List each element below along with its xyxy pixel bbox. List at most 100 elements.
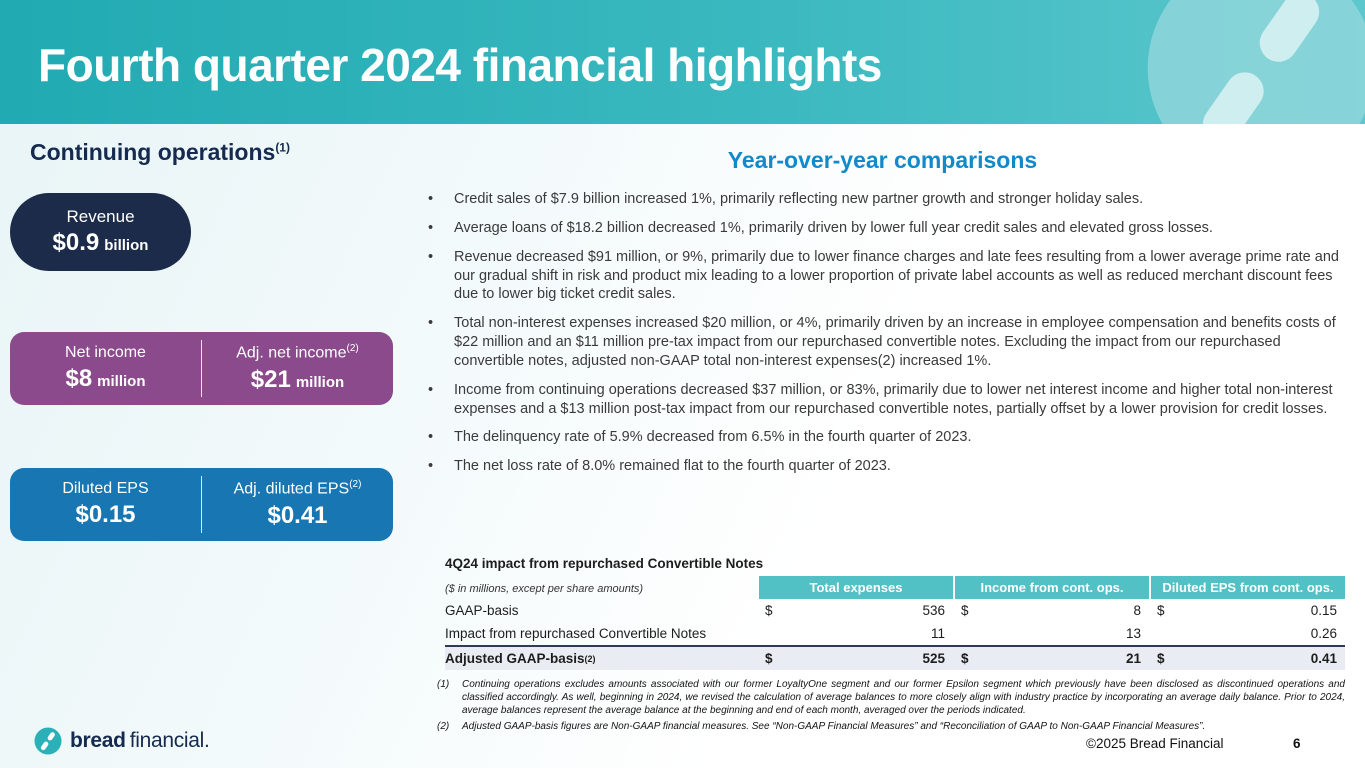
table-title: 4Q24 impact from repurchased Convertible… xyxy=(445,556,764,571)
bullet-text: The net loss rate of 8.0% remained flat … xyxy=(454,458,891,475)
adj-diluted-eps-label: Adj. diluted EPS(2) xyxy=(234,479,362,498)
footnote-number: (1) xyxy=(437,679,450,690)
dollar-sign: $ xyxy=(765,603,773,618)
bullet-text: The delinquency rate of 5.9% decreased f… xyxy=(454,429,972,446)
net-income-left: Net income $8 million xyxy=(10,332,201,405)
dollar-sign: $ xyxy=(765,651,773,666)
adj-net-income-label: Adj. net income(2) xyxy=(236,343,359,362)
bullet-marker: • xyxy=(428,458,434,475)
bullet-marker: • xyxy=(428,381,434,398)
header-banner: Fourth quarter 2024 financial highlights xyxy=(0,0,1365,124)
table-row-label: Adjusted GAAP-basis (2) xyxy=(445,645,757,670)
bullet-item: • Average loans of $18.2 billion decrease… xyxy=(428,219,1346,238)
adj-diluted-eps-value: $0.41 xyxy=(267,501,328,529)
page-number: 6 xyxy=(1293,736,1301,751)
table-cell: $0.15 xyxy=(1149,599,1345,622)
bullet-text: Income from continuing operations decrea… xyxy=(454,381,1333,417)
cell-value: 11 xyxy=(930,626,945,641)
table-cell: 11 xyxy=(757,622,953,645)
table-header-diluted-eps: Diluted EPS from cont. ops. xyxy=(1149,576,1345,599)
footnote-text: Adjusted GAAP-basis figures are Non-GAAP… xyxy=(462,721,1206,732)
adj-net-income-right: Adj. net income(2) $21 million xyxy=(202,332,393,405)
table-row-label: Impact from repurchased Convertible Note… xyxy=(445,626,707,641)
table-header-income-cont-ops: Income from cont. ops. xyxy=(953,576,1149,599)
footnote-1: (1) Continuing operations excludes amoun… xyxy=(437,678,1345,717)
cell-value: 8 xyxy=(1133,603,1141,618)
cell-value: 13 xyxy=(1125,626,1141,641)
bullet-marker: • xyxy=(428,219,434,236)
bullet-text: Total non-interest expenses increased $2… xyxy=(454,315,1336,369)
diluted-eps-left: Diluted EPS $0.15 xyxy=(10,468,201,541)
bullet-text: Revenue decreased $91 million, or 9%, pr… xyxy=(454,248,1339,303)
logo-wordmark: bread financial. xyxy=(70,729,210,753)
table-cell: 13 xyxy=(953,622,1149,645)
dollar-sign: $ xyxy=(1157,603,1165,618)
revenue-value: $0.9 xyxy=(52,229,100,256)
footnotes: (1) Continuing operations excludes amoun… xyxy=(437,678,1345,736)
table-row-label: GAAP-basis xyxy=(445,603,519,618)
footnote-ref-2: (2) xyxy=(346,343,359,355)
bullet-item: • Income from continuing operations decre… xyxy=(428,381,1346,419)
left-heading-text: Continuing operations xyxy=(30,139,276,165)
yoy-comparisons-heading: Year-over-year comparisons xyxy=(727,147,1038,173)
table-units-label: ($ in millions, except per share amounts… xyxy=(445,583,644,595)
table-cell: 0.26 xyxy=(1149,622,1345,645)
table-grid: ($ in millions, except per share amounts… xyxy=(445,576,1345,670)
net-income-unit: million xyxy=(97,373,146,390)
net-income-label: Net income xyxy=(65,344,146,361)
cell-value: 0.15 xyxy=(1310,603,1337,618)
net-income-value-line: $8 million xyxy=(65,365,145,393)
card-divider xyxy=(201,476,202,533)
bread-logo-watermark-icon xyxy=(1147,0,1365,124)
footnote-2: (2) Adjusted GAAP-basis figures are Non-… xyxy=(437,720,1345,733)
dollar-sign: $ xyxy=(961,603,969,618)
logo-word-bread: bread xyxy=(70,729,126,752)
bullet-item: • Revenue decreased $91 million, or 9%, p… xyxy=(428,248,1346,305)
revenue-label: Revenue xyxy=(66,207,135,226)
bullet-marker: • xyxy=(428,315,434,332)
table-cell: $8 xyxy=(953,599,1149,622)
adj-net-income-label-text: Adj. net income xyxy=(236,344,347,362)
adj-diluted-eps-label-text: Adj. diluted EPS xyxy=(233,480,350,498)
convertible-notes-table: 4Q24 impact from repurchased Convertible… xyxy=(445,556,1345,670)
table-row-label-text: Adjusted GAAP-basis xyxy=(445,651,585,666)
net-income-value: $8 xyxy=(65,365,93,392)
revenue-unit: billion xyxy=(104,237,149,254)
cell-value: 0.41 xyxy=(1310,651,1337,666)
cell-value: 0.26 xyxy=(1310,626,1337,641)
footnote-ref-2: (2) xyxy=(349,479,362,491)
cell-value: 525 xyxy=(922,651,945,666)
bullet-marker: • xyxy=(428,429,434,446)
footnote-ref-1: (1) xyxy=(275,140,290,155)
bullet-item: • Total non-interest expenses increased $… xyxy=(428,314,1346,371)
bread-financial-logo: bread financial. xyxy=(34,727,210,755)
cell-value: 21 xyxy=(1125,651,1141,666)
footnote-text: Continuing operations excludes amounts a… xyxy=(462,679,1345,716)
table-header-total-expenses: Total expenses xyxy=(757,576,953,599)
revenue-card: Revenue $0.9 billion xyxy=(10,193,191,271)
table-cell: $0.41 xyxy=(1149,645,1345,670)
cell-value: 536 xyxy=(922,603,945,618)
table-cell: $536 xyxy=(757,599,953,622)
bullet-item: • Credit sales of $7.9 billion increased … xyxy=(428,190,1346,209)
table-cell: $525 xyxy=(757,645,953,670)
card-divider xyxy=(201,340,202,397)
adj-diluted-eps-right: Adj. diluted EPS(2) $0.41 xyxy=(202,468,393,541)
diluted-eps-label: Diluted EPS xyxy=(62,480,149,497)
adj-net-income-value: $21 xyxy=(250,365,291,393)
revenue-value-line: $0.9 billion xyxy=(53,229,149,257)
table-cell: $21 xyxy=(953,645,1149,670)
net-income-card: Net income $8 million Adj. net income(2) … xyxy=(10,332,393,405)
logo-word-financial: financial. xyxy=(129,729,210,752)
bread-logo-icon xyxy=(34,727,62,755)
dollar-sign: $ xyxy=(1157,651,1165,666)
footnote-number: (2) xyxy=(437,721,450,732)
diluted-eps-card: Diluted EPS $0.15 Adj. diluted EPS(2) $0… xyxy=(10,468,393,541)
dollar-sign: $ xyxy=(961,651,969,666)
adj-net-income-value-line: $21 million xyxy=(251,366,344,394)
copyright-text: ©2025 Bread Financial xyxy=(1086,736,1224,751)
bullet-marker: • xyxy=(428,191,434,207)
bullet-text: Average loans of $18.2 billion decreased… xyxy=(454,219,1213,236)
yoy-bullet-list: • Credit sales of $7.9 billion increased … xyxy=(428,190,1346,486)
